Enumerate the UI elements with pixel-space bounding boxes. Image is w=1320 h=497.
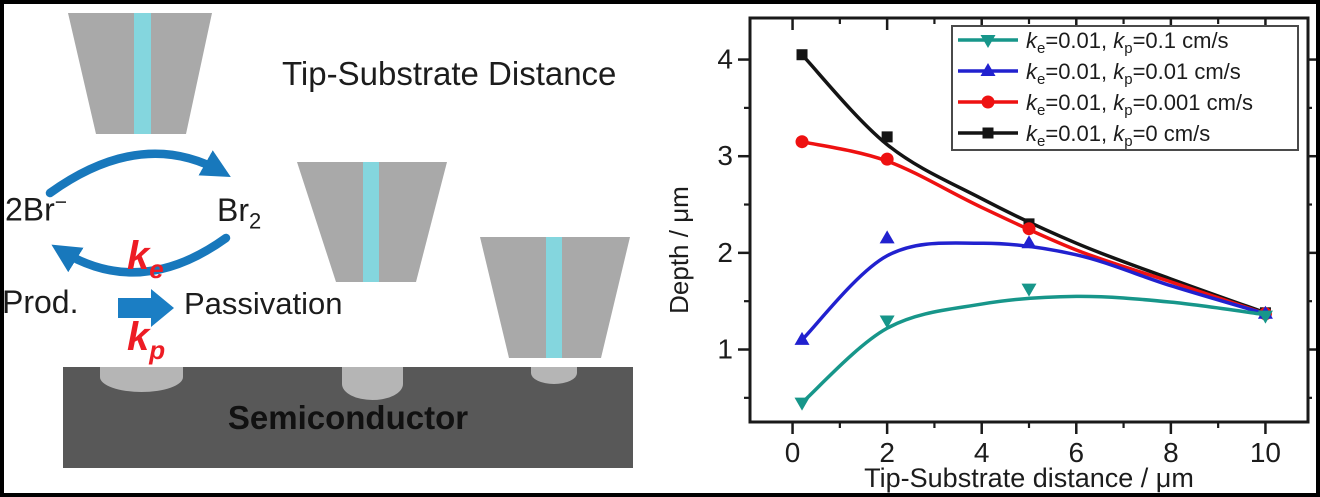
data-point-square [796,49,808,61]
legend-marker-triangle-down [980,35,996,48]
legend-marker-square [982,127,994,139]
y-axis-tick-label: 3 [717,140,733,171]
data-point-triangle-down [1257,310,1273,324]
data-point-square [881,131,893,143]
legend-item-label: ke=0.01, kp=0.001 cm/s [1026,90,1253,119]
x-axis-tick-label: 10 [1250,437,1281,468]
tip-core-stripe-near [546,237,562,358]
tip-core-stripe-far [134,13,151,134]
passivation-arrow [118,289,174,327]
data-point-triangle-down [794,397,810,411]
y-axis-tick-label: 2 [717,237,733,268]
schematic-panel [45,13,633,468]
x-axis-tick-label: 4 [974,437,990,468]
data-point-triangle-up [794,331,810,345]
data-point-circle [880,152,894,166]
y-axis-tick-label: 1 [717,334,733,365]
bromine-subscript: 2 [249,208,262,234]
series-curve-triangle-up [800,241,1268,342]
data-point-triangle-up [879,230,895,244]
legend-item-label: ke=0.01, kp=0.01 cm/s [1026,59,1241,88]
species-bromine-label: Br2 [217,192,262,234]
x-axis-tick-label: 0 [785,437,801,468]
x-axis-title: Tip-Substrate distance / μm [864,463,1194,493]
schematic-title: Tip-Substrate Distance [282,55,617,92]
legend-box [951,25,1299,151]
etch-pit-2 [342,367,403,400]
tip-core-stripe-mid [363,162,379,282]
legend-marker-circle [981,95,995,109]
series-curve-triangle-down [800,294,1268,405]
y-axis-tick-label: 4 [717,44,733,75]
legend-item-label: ke=0.01, kp=0.1 cm/s [1026,28,1229,57]
cycle-arrow-top [45,149,231,198]
data-point-circle [1022,222,1036,236]
species-bromide-label: 2Br− [5,191,68,228]
rate-constant-ke: ke [127,234,164,284]
x-axis-tick-label: 6 [1068,437,1084,468]
semiconductor-label: Semiconductor [227,399,469,436]
data-point-triangle-down [879,315,895,329]
bromide-charge: − [54,191,68,214]
product-label: Prod. [2,284,79,320]
etch-pit-3 [531,367,577,384]
data-point-triangle-down [1021,283,1037,297]
etch-pit-1 [100,367,183,393]
passivation-label: Passivation [184,286,343,321]
legend-item-label: ke=0.01, kp=0 cm/s [1026,121,1210,150]
cycle-arrow-bottom [51,233,231,277]
data-point-circle [795,135,809,149]
legend-marker-triangle-up [980,63,996,76]
rate-constant-kp: kp [127,315,166,365]
y-axis-title: Depth / μm [664,186,694,314]
x-axis-tick-label: 8 [1163,437,1179,468]
data-point-triangle-up [1021,235,1037,249]
x-axis-tick-label: 2 [879,437,895,468]
